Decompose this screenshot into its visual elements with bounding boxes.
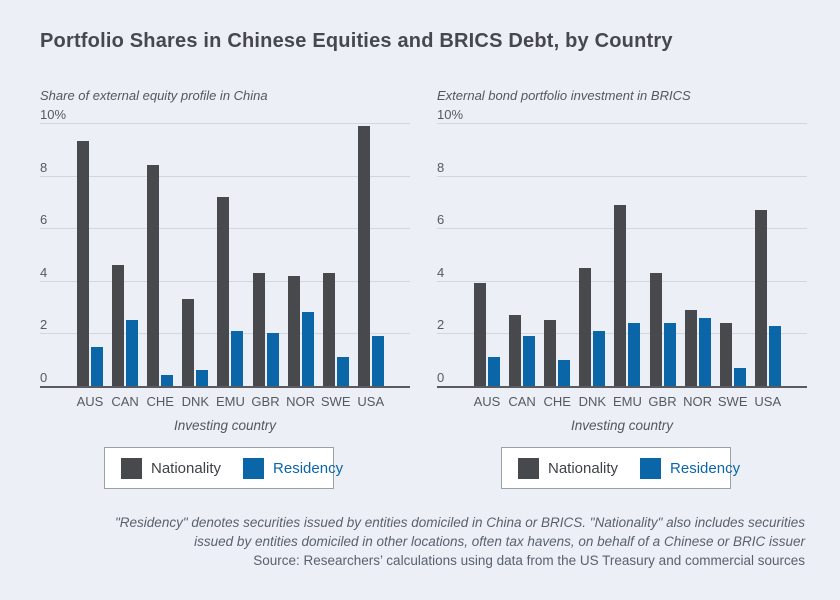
gridline xyxy=(40,175,410,177)
x-tick-label: CAN xyxy=(111,394,139,409)
bar-aus-nationality xyxy=(77,141,89,386)
legend-label-residency: Residency xyxy=(670,459,741,477)
x-tick-label: SWE xyxy=(717,394,748,409)
x-tick-label: USA xyxy=(357,394,385,409)
bar-dnk-nationality xyxy=(579,267,592,386)
bar-can-residency xyxy=(126,320,139,386)
bar-dnk-residency xyxy=(196,370,209,386)
x-tick-label: AUS xyxy=(473,394,501,409)
x-tick-label: DNK xyxy=(181,394,210,409)
bar-can-nationality xyxy=(112,265,125,386)
y-tick-label: 0 xyxy=(437,370,445,385)
x-tick-label: USA xyxy=(754,394,782,409)
page-title: Portfolio Shares in Chinese Equities and… xyxy=(40,30,673,52)
residency-swatch-icon xyxy=(640,457,662,479)
x-tick-label: GBR xyxy=(251,394,280,409)
y-tick-label: 10% xyxy=(40,107,67,122)
x-tick-label: NOR xyxy=(286,394,316,409)
bar-emu-nationality xyxy=(614,204,627,386)
bar-emu-residency xyxy=(231,330,244,386)
gridline xyxy=(437,175,807,177)
gridline xyxy=(40,123,410,124)
bar-che-nationality xyxy=(147,165,160,386)
bar-swe-nationality xyxy=(719,322,732,386)
bar-usa-nationality xyxy=(754,209,767,386)
x-axis-title: Investing country xyxy=(173,418,277,433)
x-tick-label: NOR xyxy=(683,394,713,409)
bar-gbr-residency xyxy=(266,333,279,386)
y-tick-label: 8 xyxy=(437,159,445,175)
legend: Nationality Residency xyxy=(501,447,740,489)
bar-usa-residency xyxy=(768,325,781,386)
x-tick-label: SWE xyxy=(320,394,351,409)
chart-bonds-brics: External bond portfolio investment in BR… xyxy=(437,88,807,489)
bar-usa-nationality xyxy=(357,125,370,386)
source-line: Source: Researchers’ calculations using … xyxy=(253,553,805,568)
bar-can-residency xyxy=(523,336,536,386)
x-tick-label: GBR xyxy=(648,394,677,409)
y-tick-label: 10% xyxy=(437,107,464,122)
legend-label-nationality: Nationality xyxy=(548,459,619,477)
x-tick-label: EMU xyxy=(215,394,245,409)
x-axis-line xyxy=(437,386,807,388)
footnote-line-2: issued by entities domiciled in other lo… xyxy=(194,534,805,549)
y-tick-label: 6 xyxy=(40,212,48,228)
charts-row: Share of external equity profile in Chin… xyxy=(40,88,807,489)
residency-swatch-icon xyxy=(243,457,265,479)
bar-usa-residency xyxy=(371,336,384,386)
x-tick-label: DNK xyxy=(578,394,607,409)
bar-aus-residency xyxy=(488,357,500,386)
y-tick-label: 4 xyxy=(437,264,445,280)
bar-dnk-nationality xyxy=(182,299,195,386)
y-tick-label: 6 xyxy=(437,212,445,228)
x-tick-label: EMU xyxy=(612,394,642,409)
x-axis-title: Investing country xyxy=(570,418,674,433)
bar-nor-residency xyxy=(698,317,711,386)
chart-subtitle: External bond portfolio investment in BR… xyxy=(437,88,691,103)
x-tick-label: CAN xyxy=(508,394,536,409)
bar-nor-residency xyxy=(301,312,314,386)
bar-che-residency xyxy=(161,375,174,386)
x-tick-label: CHE xyxy=(543,394,571,409)
bar-gbr-nationality xyxy=(252,272,265,386)
bar-aus-nationality xyxy=(474,283,486,386)
y-tick-label: 2 xyxy=(437,317,445,333)
chart-subtitle: Share of external equity profile in Chin… xyxy=(40,88,268,103)
bar-nor-nationality xyxy=(684,309,697,386)
x-axis-line xyxy=(40,386,410,388)
bar-swe-residency xyxy=(733,367,746,386)
bar-dnk-residency xyxy=(593,330,606,386)
legend: Nationality Residency xyxy=(104,447,343,489)
y-tick-label: 0 xyxy=(40,370,48,385)
chart-equity-china: Share of external equity profile in Chin… xyxy=(40,88,410,489)
bar-can-nationality xyxy=(509,315,522,386)
bar-swe-residency xyxy=(336,357,349,386)
gridline xyxy=(437,123,807,124)
legend-label-nationality: Nationality xyxy=(151,459,222,477)
bar-nor-nationality xyxy=(287,275,300,386)
x-tick-label: AUS xyxy=(76,394,104,409)
bar-che-residency xyxy=(558,359,571,386)
bar-gbr-nationality xyxy=(649,272,662,386)
bar-gbr-residency xyxy=(663,322,676,386)
nationality-swatch-icon xyxy=(518,457,539,479)
bar-emu-residency xyxy=(628,322,641,386)
legend-label-residency: Residency xyxy=(273,459,344,477)
nationality-swatch-icon xyxy=(121,457,142,479)
footnote: "Residency" denotes securities issued by… xyxy=(0,513,840,570)
y-tick-label: 4 xyxy=(40,264,48,280)
footnote-line-1: "Residency" denotes securities issued by… xyxy=(115,515,805,530)
y-tick-label: 2 xyxy=(40,317,48,333)
bar-aus-residency xyxy=(91,346,103,386)
x-tick-label: CHE xyxy=(146,394,174,409)
plot-area: 0 2 4 6 8 10% AUS CAN CHE DNK EMU GBR NOR SWE USA xyxy=(40,108,410,409)
bar-che-nationality xyxy=(544,320,557,386)
plot-area: 0 2 4 6 8 10% AUS CAN CHE DNK EMU GBR NOR SWE USA xyxy=(437,108,807,409)
bar-emu-nationality xyxy=(217,196,230,386)
bar-swe-nationality xyxy=(322,272,335,386)
y-tick-label: 8 xyxy=(40,159,48,175)
